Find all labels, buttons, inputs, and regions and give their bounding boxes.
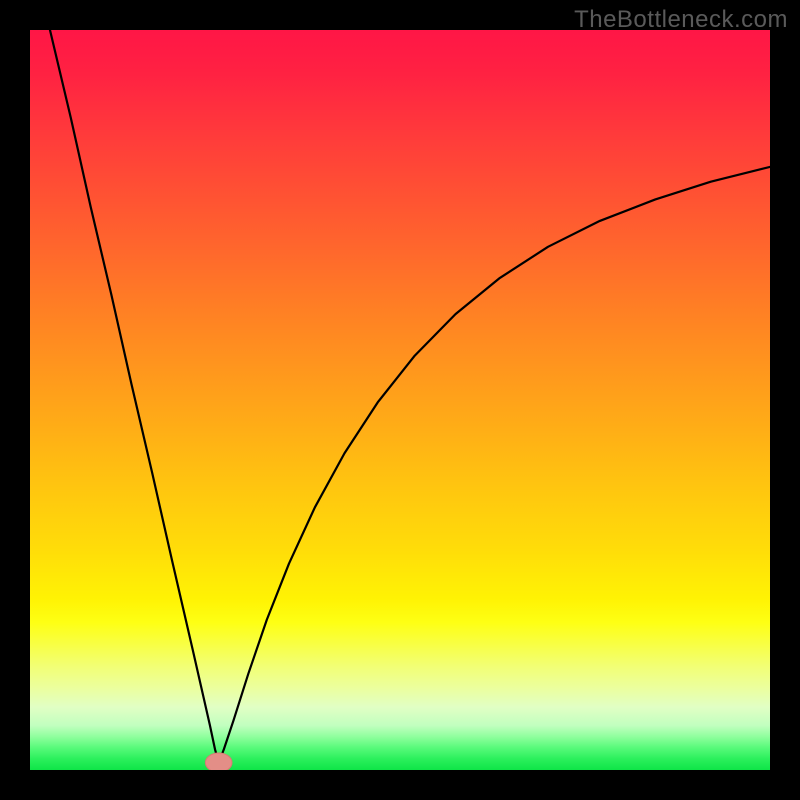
chart-container: TheBottleneck.com [0, 0, 800, 800]
optimum-marker [205, 753, 232, 770]
gradient-background [30, 30, 770, 770]
bottleneck-chart [30, 30, 770, 770]
